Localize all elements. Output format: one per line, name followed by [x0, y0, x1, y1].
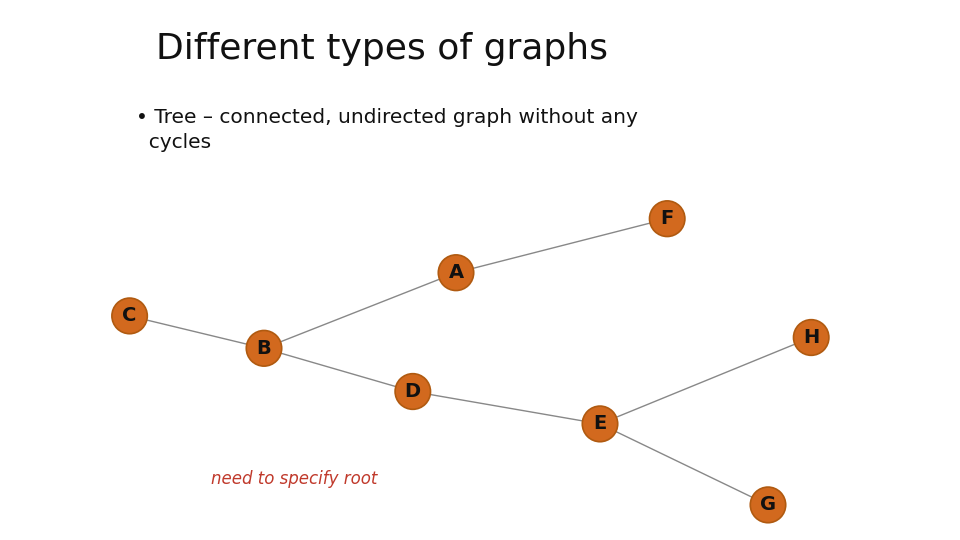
Ellipse shape — [751, 487, 785, 523]
Ellipse shape — [396, 374, 430, 409]
Text: A: A — [448, 263, 464, 282]
Text: E: E — [593, 414, 607, 434]
Text: need to specify root: need to specify root — [211, 470, 377, 488]
Text: G: G — [760, 495, 776, 515]
Text: Different types of graphs: Different types of graphs — [156, 32, 608, 66]
Text: F: F — [660, 209, 674, 228]
Text: C: C — [123, 306, 136, 326]
Ellipse shape — [650, 201, 684, 237]
Text: D: D — [405, 382, 420, 401]
Ellipse shape — [439, 255, 473, 291]
Text: • Tree – connected, undirected graph without any
  cycles: • Tree – connected, undirected graph wit… — [136, 108, 638, 152]
Text: B: B — [256, 339, 272, 358]
Ellipse shape — [794, 320, 828, 355]
Text: H: H — [804, 328, 819, 347]
Ellipse shape — [112, 298, 147, 334]
Ellipse shape — [247, 330, 281, 366]
Ellipse shape — [583, 406, 617, 442]
